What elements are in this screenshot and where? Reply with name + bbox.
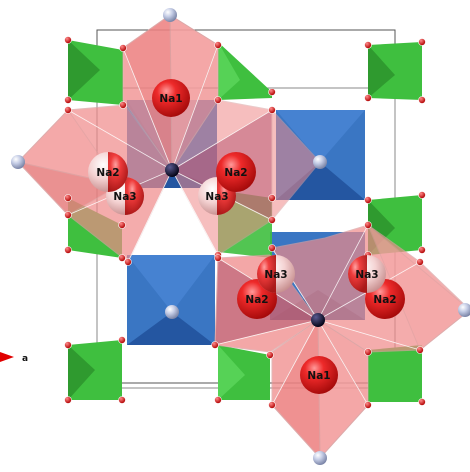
ion-label: Na1 xyxy=(159,93,182,105)
tetrahedron xyxy=(368,345,422,402)
ion-label: Na1 xyxy=(307,370,330,382)
octahedron xyxy=(127,255,215,345)
tetrahedron xyxy=(218,42,272,100)
ion-label: Na2 xyxy=(373,294,396,306)
tetrahedron xyxy=(218,345,270,400)
sodium-ion-na1-bottom: Na1 xyxy=(300,356,338,394)
sodium-ion-na1-top: Na1 xyxy=(152,79,190,117)
light-cations xyxy=(11,8,470,465)
ion-label: Na3 xyxy=(264,269,287,281)
ion-label: Na3 xyxy=(355,269,378,281)
dark-cations xyxy=(165,163,325,327)
sodium-polyhedra-layer xyxy=(16,14,470,460)
axis-arrow-icon xyxy=(0,352,14,362)
sodium-ion-na3-lower-left: Na3 xyxy=(257,255,295,293)
bond-lines xyxy=(67,44,421,406)
sodium-ion-na2-upper-right: Na2 xyxy=(216,152,256,192)
ion-label: Na2 xyxy=(245,294,268,306)
tetrahedron xyxy=(68,40,123,105)
tetrahedron xyxy=(68,340,122,400)
sodium-ions: Na1 Na3 Na3 Na2 Na2 Na2 Na2 Na3 Na3 Na1 xyxy=(88,79,405,394)
axis-indicator: a xyxy=(0,352,28,364)
ion-label: Na3 xyxy=(205,191,228,203)
ion-label: Na3 xyxy=(113,191,136,203)
sodium-ion-na3-lower-right: Na3 xyxy=(348,255,386,293)
tetrahedron xyxy=(368,42,422,100)
ion-label: Na2 xyxy=(224,167,247,179)
axis-label: a xyxy=(22,354,28,364)
ion-label: Na2 xyxy=(96,167,119,179)
sodium-ion-na2-upper-left: Na2 xyxy=(88,152,128,192)
